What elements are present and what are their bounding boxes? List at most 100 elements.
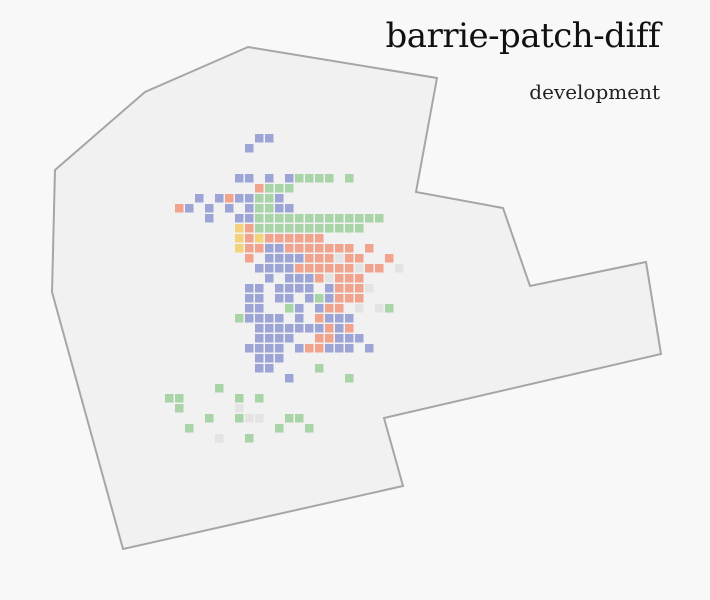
cell-blue — [325, 294, 334, 303]
cell-orange — [365, 264, 374, 273]
cell-blue — [245, 294, 254, 303]
cell-green — [205, 414, 214, 423]
cell-blue — [315, 304, 324, 313]
cell-green — [265, 224, 274, 233]
cell-green — [175, 394, 184, 403]
cell-green — [265, 184, 274, 193]
cell-green — [285, 184, 294, 193]
cell-blue — [255, 344, 264, 353]
cell-orange — [345, 284, 354, 293]
cell-green — [295, 224, 304, 233]
cell-blue — [265, 334, 274, 343]
cell-blue — [275, 264, 284, 273]
cell-green — [235, 414, 244, 423]
cell-green — [345, 214, 354, 223]
cell-orange — [345, 264, 354, 273]
cell-blue — [255, 284, 264, 293]
cell-blue — [255, 314, 264, 323]
cell-blue — [335, 324, 344, 333]
cell-green — [255, 214, 264, 223]
cell-green — [335, 224, 344, 233]
cell-gray — [365, 284, 374, 293]
cell-orange — [335, 294, 344, 303]
cell-blue — [255, 324, 264, 333]
cell-blue — [245, 284, 254, 293]
cell-blue — [215, 194, 224, 203]
cell-blue — [365, 344, 374, 353]
cell-blue — [275, 344, 284, 353]
cell-green — [375, 214, 384, 223]
cell-orange — [345, 254, 354, 263]
cell-gray — [355, 304, 364, 313]
cell-blue — [245, 204, 254, 213]
cell-blue — [265, 324, 274, 333]
cell-orange — [315, 314, 324, 323]
cell-blue — [295, 254, 304, 263]
cell-blue — [285, 334, 294, 343]
cell-green — [355, 224, 364, 233]
cell-gray — [215, 434, 224, 443]
cell-blue — [275, 204, 284, 213]
cell-blue — [245, 314, 254, 323]
cell-blue — [305, 294, 314, 303]
cell-orange — [275, 234, 284, 243]
cell-blue — [295, 274, 304, 283]
cell-orange — [295, 244, 304, 253]
cell-blue — [255, 134, 264, 143]
cell-orange — [175, 204, 184, 213]
cell-orange — [315, 264, 324, 273]
cell-blue — [275, 324, 284, 333]
cell-green — [305, 174, 314, 183]
cell-blue — [275, 314, 284, 323]
cell-orange — [245, 224, 254, 233]
cell-yellow — [235, 224, 244, 233]
cell-green — [305, 214, 314, 223]
cell-orange — [245, 244, 254, 253]
cell-green — [335, 214, 344, 223]
cell-gray — [235, 404, 244, 413]
cell-orange — [355, 284, 364, 293]
cell-orange — [305, 244, 314, 253]
cell-blue — [265, 244, 274, 253]
cell-blue — [235, 214, 244, 223]
cell-orange — [335, 304, 344, 313]
cell-blue — [265, 354, 274, 363]
cell-blue — [245, 194, 254, 203]
cell-green — [285, 224, 294, 233]
cell-orange — [315, 244, 324, 253]
cell-green — [345, 374, 354, 383]
cell-orange — [365, 244, 374, 253]
cell-green — [325, 174, 334, 183]
cell-orange — [285, 244, 294, 253]
cell-blue — [285, 294, 294, 303]
cell-blue — [275, 354, 284, 363]
cell-blue — [235, 194, 244, 203]
cell-orange — [315, 334, 324, 343]
cell-green — [265, 194, 274, 203]
cell-blue — [325, 284, 334, 293]
cell-orange — [335, 274, 344, 283]
cell-blue — [245, 304, 254, 313]
cell-orange — [345, 244, 354, 253]
cell-blue — [205, 204, 214, 213]
cell-blue — [275, 244, 284, 253]
cell-orange — [305, 254, 314, 263]
cell-orange — [325, 244, 334, 253]
cell-orange — [245, 254, 254, 263]
cell-green — [255, 224, 264, 233]
cell-blue — [285, 324, 294, 333]
cell-blue — [245, 214, 254, 223]
cell-orange — [335, 284, 344, 293]
cell-green — [275, 184, 284, 193]
cell-orange — [345, 294, 354, 303]
cell-blue — [265, 314, 274, 323]
cell-green — [365, 214, 374, 223]
cell-blue — [345, 344, 354, 353]
cell-blue — [325, 344, 334, 353]
cell-blue — [225, 204, 234, 213]
cell-green — [235, 314, 244, 323]
cell-orange — [325, 254, 334, 263]
cell-blue — [295, 324, 304, 333]
cell-orange — [255, 244, 264, 253]
